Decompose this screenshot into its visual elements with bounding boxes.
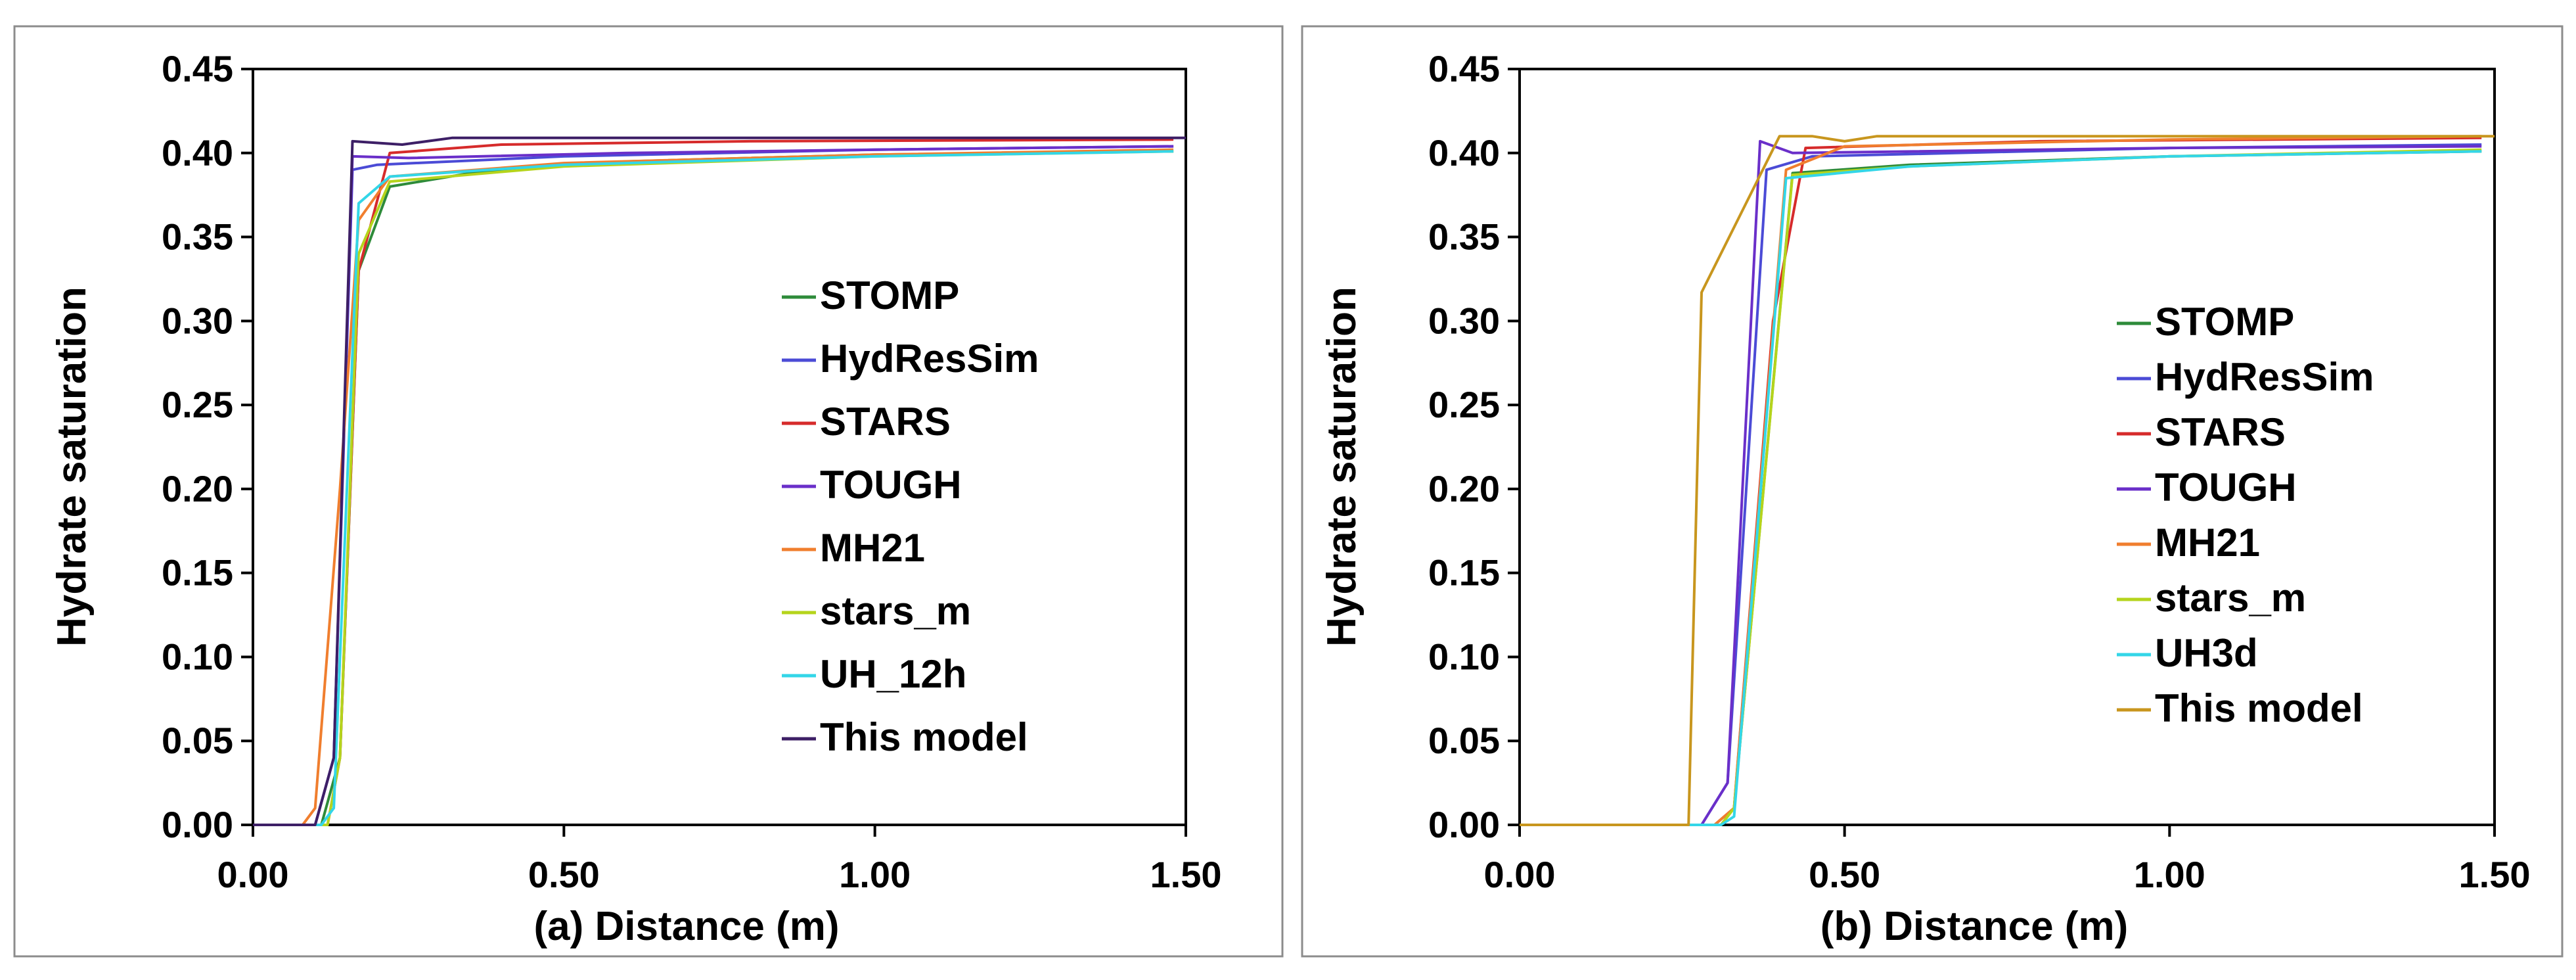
plot-area: [1518, 68, 2496, 826]
legend-entry: HydResSim: [820, 337, 1039, 381]
legend-entry: This model: [2155, 686, 2363, 730]
y-tick-label: 0.40: [1428, 132, 1500, 174]
x-tick-label: 1.00: [839, 854, 911, 895]
legend-entry: STOMP: [820, 273, 959, 317]
y-tick-label: 0.30: [1428, 300, 1500, 341]
y-tick-label: 0.05: [1428, 720, 1500, 761]
y-axis-label: Hydrate saturation: [1319, 287, 1365, 647]
series-line-stars-m: [253, 150, 1174, 826]
chart-a: 0.00 0.05 0.10 0.15 0.20 0.25 0.30 0.35 0.40 0.45…: [49, 48, 1222, 949]
legend-entry: stars_m: [2155, 576, 2306, 620]
legend-entry: UH3d: [2155, 631, 2258, 675]
chart-b: 0.00 0.05 0.10 0.15 0.20 0.25 0.30 0.35 0.40 0.45…: [1319, 48, 2531, 949]
y-axis-label: Hydrate saturation: [49, 287, 95, 647]
series-line-hydressim: [253, 145, 1174, 826]
series-line-stomp: [253, 150, 1174, 826]
legend-entry: STARS: [2155, 410, 2286, 454]
y-tick-label: 0.40: [162, 132, 233, 174]
x-tick-label: 0.50: [528, 854, 600, 895]
y-tick-label: 0.25: [1428, 384, 1500, 425]
panel-b-frame: [1301, 25, 2564, 958]
legend-entry: UH_12h: [820, 652, 966, 696]
x-axis-label: (b) Distance (m): [1820, 904, 2128, 949]
x-tick-label: 1.50: [1150, 854, 1222, 895]
legend-entry: MH21: [820, 526, 925, 570]
series-line-this-model: [1520, 135, 2495, 826]
y-tick-label: 0.25: [162, 384, 233, 425]
x-tick-label: 1.00: [2134, 854, 2205, 895]
series-line-this-model: [253, 136, 1186, 826]
x-tick-label: 0.50: [1809, 854, 1880, 895]
y-tick-label: 0.20: [162, 468, 233, 509]
y-tick-label: 0.10: [162, 636, 233, 677]
legend-entry: MH21: [2155, 521, 2260, 565]
y-tick-label: 0.15: [1428, 552, 1500, 594]
legend-entry: This model: [820, 715, 1028, 759]
y-tick-label: 0.20: [1428, 468, 1500, 509]
y-tick-label: 0.00: [1428, 804, 1500, 845]
series-line-stars: [253, 138, 1174, 826]
series-line-mh21: [253, 148, 1174, 826]
panel-a-frame: [13, 25, 1284, 958]
series-line-uh3d: [1520, 150, 2482, 826]
y-tick-label: 0.05: [162, 720, 233, 761]
legend-entry: STARS: [820, 400, 951, 444]
y-tick-label: 0.15: [162, 552, 233, 594]
legend-entry: stars_m: [820, 589, 971, 633]
x-tick-label: 1.50: [2459, 854, 2531, 895]
y-tick-label: 0.45: [162, 48, 233, 89]
y-tick-label: 0.00: [162, 804, 233, 845]
legend-entry: STOMP: [2155, 300, 2294, 344]
y-tick-label: 0.35: [1428, 216, 1500, 258]
series-line-uh-12h: [253, 150, 1174, 826]
legend-entry: HydResSim: [2155, 355, 2374, 399]
x-axis-label: (a) Distance (m): [533, 904, 839, 949]
y-tick-label: 0.35: [162, 216, 233, 258]
y-tick-label: 0.30: [162, 300, 233, 341]
x-tick-label: 0.00: [217, 854, 289, 895]
y-tick-label: 0.45: [1428, 48, 1500, 89]
y-tick-label: 0.10: [1428, 636, 1500, 677]
x-tick-label: 0.00: [1484, 854, 1556, 895]
legend-entry: TOUGH: [2155, 465, 2297, 509]
legend-entry: TOUGH: [820, 463, 962, 507]
series-line-tough: [253, 145, 1174, 826]
plot-area: [252, 68, 1187, 826]
